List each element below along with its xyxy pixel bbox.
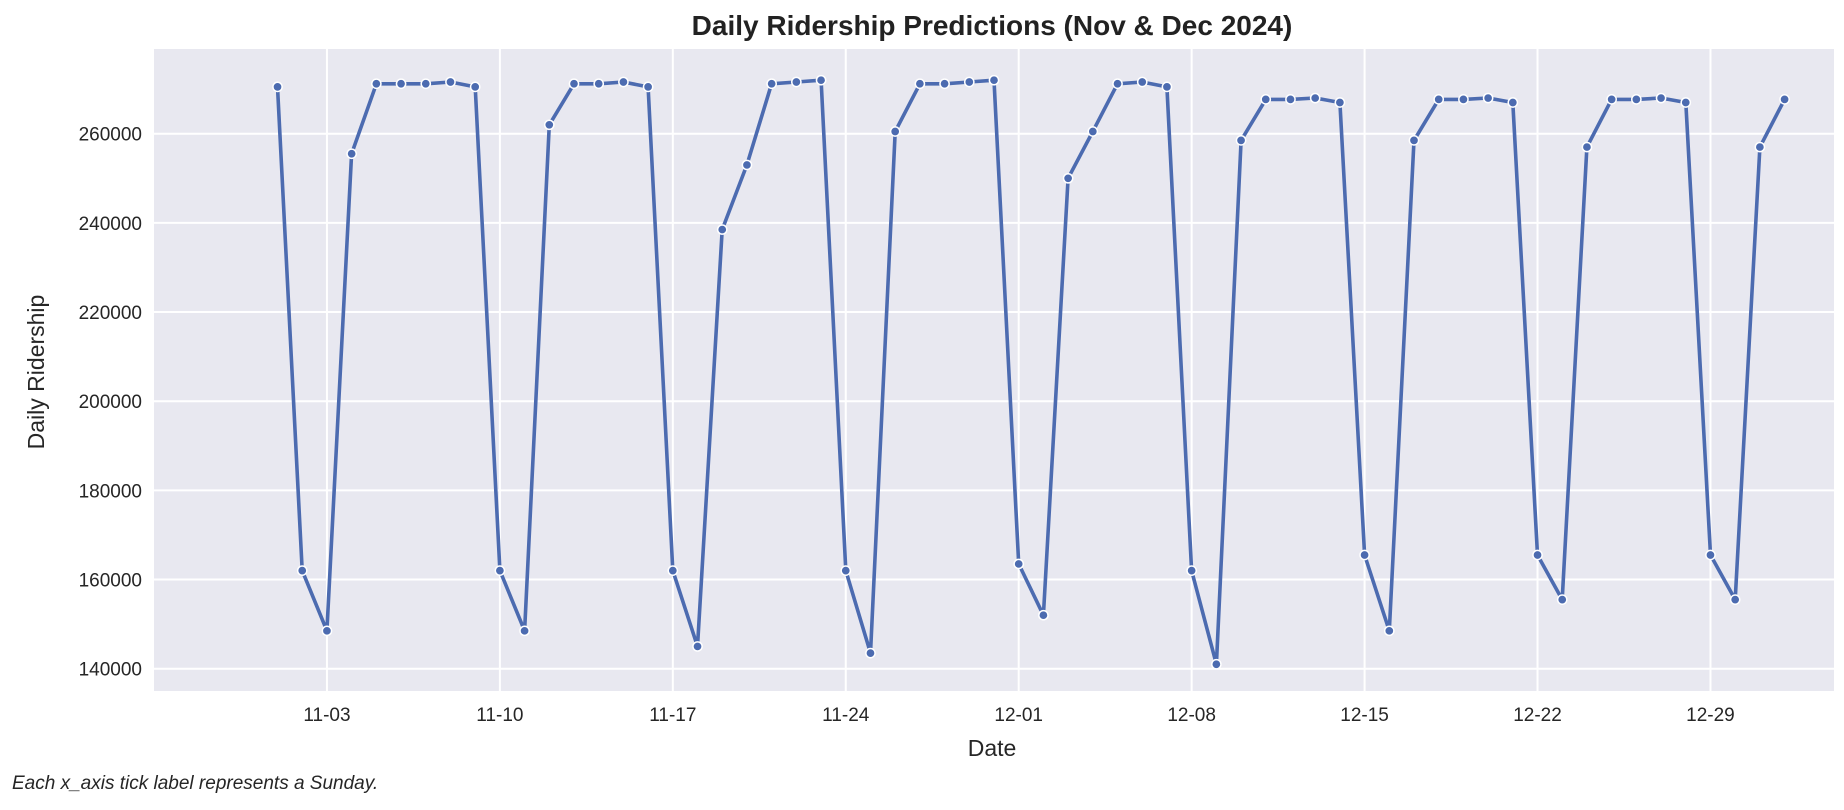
data-point: [618, 76, 629, 88]
data-point: [1458, 94, 1469, 105]
data-point: [766, 78, 777, 90]
data-point: [1705, 549, 1716, 561]
data-point: [1309, 92, 1321, 104]
data-point: [1359, 549, 1370, 561]
data-point: [593, 78, 605, 90]
y-axis-label: Daily Ridership: [23, 295, 49, 450]
data-point: [1532, 549, 1543, 561]
x-axis-label: Date: [968, 735, 1017, 761]
data-point: [865, 647, 876, 659]
x-tick-label: 12-15: [1340, 705, 1389, 726]
data-point: [1087, 126, 1099, 137]
grid-lines: [154, 49, 1834, 691]
x-tick-label: 12-29: [1686, 705, 1735, 726]
x-tick-label: 12-08: [1167, 705, 1216, 726]
data-point: [519, 625, 530, 637]
data-point: [1556, 594, 1568, 605]
data-point: [840, 565, 852, 576]
data-point: [445, 76, 456, 88]
x-tick-label: 11-03: [303, 705, 350, 726]
y-tick-label: 180000: [79, 481, 142, 502]
data-point: [988, 74, 1000, 86]
data-point: [1482, 92, 1494, 104]
data-point: [939, 78, 950, 90]
data-point: [1235, 135, 1247, 146]
x-tick-label: 12-01: [994, 705, 1043, 726]
y-tick-label: 140000: [79, 660, 142, 681]
ridership-series-points: [272, 74, 1790, 670]
data-point: [1655, 92, 1667, 104]
data-point: [1779, 94, 1790, 105]
data-point: [1334, 97, 1346, 108]
chart-title: Daily Ridership Predictions (Nov & Dec 2…: [692, 10, 1293, 41]
data-point: [420, 78, 432, 90]
ridership-series-line: [275, 78, 1787, 667]
y-tick-label: 200000: [79, 392, 142, 413]
data-point: [914, 78, 926, 90]
data-point: [692, 641, 703, 652]
data-point: [1112, 78, 1123, 90]
data-point: [1754, 141, 1766, 153]
data-point: [346, 148, 357, 160]
data-point: [1186, 565, 1197, 576]
data-point: [296, 565, 308, 576]
y-tick-label: 240000: [79, 214, 142, 235]
data-point: [889, 126, 901, 137]
data-point: [815, 74, 827, 86]
data-point: [568, 78, 580, 90]
y-axis-ticks: 140000 160000 180000 200000 220000 240000 2600…: [79, 125, 142, 681]
data-point: [1631, 94, 1642, 105]
data-point: [1729, 594, 1741, 605]
data-point: [1062, 172, 1074, 184]
data-point: [1581, 141, 1593, 153]
data-point: [1136, 76, 1148, 88]
data-point: [1383, 625, 1395, 637]
data-point: [371, 78, 382, 90]
x-tick-label: 11-17: [649, 705, 696, 726]
data-point: [1013, 558, 1025, 570]
data-point: [741, 159, 753, 171]
data-point: [1161, 81, 1173, 93]
data-point: [1507, 97, 1519, 108]
data-point: [321, 625, 333, 637]
data-point: [963, 76, 975, 88]
data-point: [1433, 94, 1445, 105]
data-point: [642, 81, 654, 93]
data-point: [1038, 609, 1049, 621]
data-point: [791, 76, 802, 88]
y-tick-label: 220000: [79, 303, 142, 324]
data-point: [272, 81, 283, 93]
data-point: [395, 78, 407, 90]
data-point: [667, 565, 679, 576]
data-point: [543, 119, 555, 131]
y-tick-label: 260000: [79, 125, 142, 146]
data-point: [1408, 135, 1420, 146]
data-point: [716, 224, 728, 235]
x-axis-ticks: 11-03 11-10 11-17 11-24 12-01 12-08 12-15 12-22…: [303, 705, 1734, 726]
data-point: [1211, 658, 1222, 670]
data-point: [494, 565, 506, 576]
x-tick-label: 11-24: [822, 705, 870, 726]
x-tick-label: 11-10: [476, 705, 523, 726]
x-tick-label: 12-22: [1513, 705, 1562, 726]
data-point: [1680, 97, 1692, 108]
data-point: [1606, 94, 1617, 105]
footnote: Each x_axis tick label represents a Sund…: [12, 773, 379, 794]
data-point: [469, 81, 481, 93]
data-point: [1285, 94, 1296, 105]
y-tick-label: 160000: [79, 571, 142, 592]
data-point: [1260, 94, 1272, 105]
